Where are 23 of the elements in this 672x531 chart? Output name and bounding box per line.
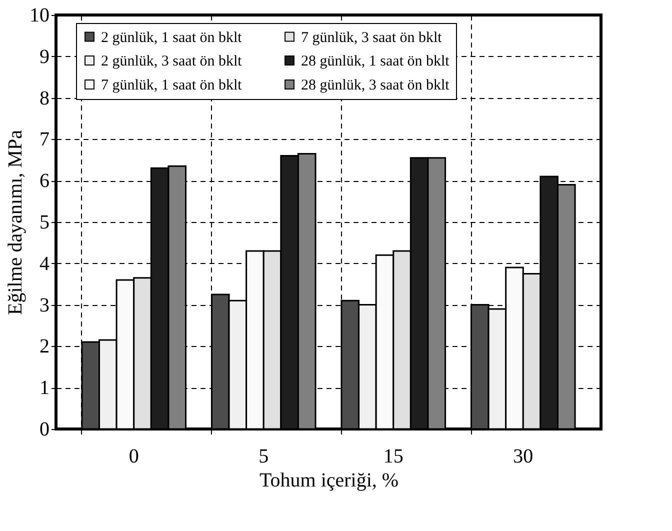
y-tick-label: 1 bbox=[40, 377, 50, 400]
y-tick-label: 9 bbox=[40, 46, 50, 68]
y-tick-label: 3 bbox=[40, 294, 50, 316]
legend-label: 28 günlük, 1 saat ön bklt bbox=[301, 54, 450, 70]
y-tick-label: 8 bbox=[40, 87, 50, 110]
x-tick-label: 5 bbox=[258, 446, 269, 468]
x-axis-title: Tohum içeriği, % bbox=[259, 470, 399, 492]
y-tick-label: 10 bbox=[30, 4, 50, 26]
x-tick-label: 0 bbox=[128, 446, 139, 468]
legend-label: 2 günlük, 1 saat ön bklt bbox=[101, 30, 243, 46]
legend-label: 2 günlük, 3 saat ön bklt bbox=[101, 54, 243, 70]
y-tick-label: 4 bbox=[40, 252, 50, 275]
y-tick-label: 5 bbox=[40, 212, 50, 234]
legend-label: 28 günlük, 3 saat ön bklt bbox=[301, 78, 450, 94]
y-tick-label: 7 bbox=[40, 128, 50, 151]
legend-label: 7 günlük, 3 saat ön bklt bbox=[301, 30, 443, 46]
y-axis-title: Eğilme dayanımı, MPa bbox=[4, 130, 26, 315]
y-tick-label: 2 bbox=[40, 336, 50, 358]
y-tick-label: 0 bbox=[40, 418, 50, 440]
y-tick-label: 6 bbox=[40, 170, 50, 192]
legend-label: 7 günlük, 1 saat ön bklt bbox=[101, 78, 243, 94]
x-tick-label: 15 bbox=[383, 446, 404, 468]
x-tick-label: 30 bbox=[513, 446, 534, 468]
